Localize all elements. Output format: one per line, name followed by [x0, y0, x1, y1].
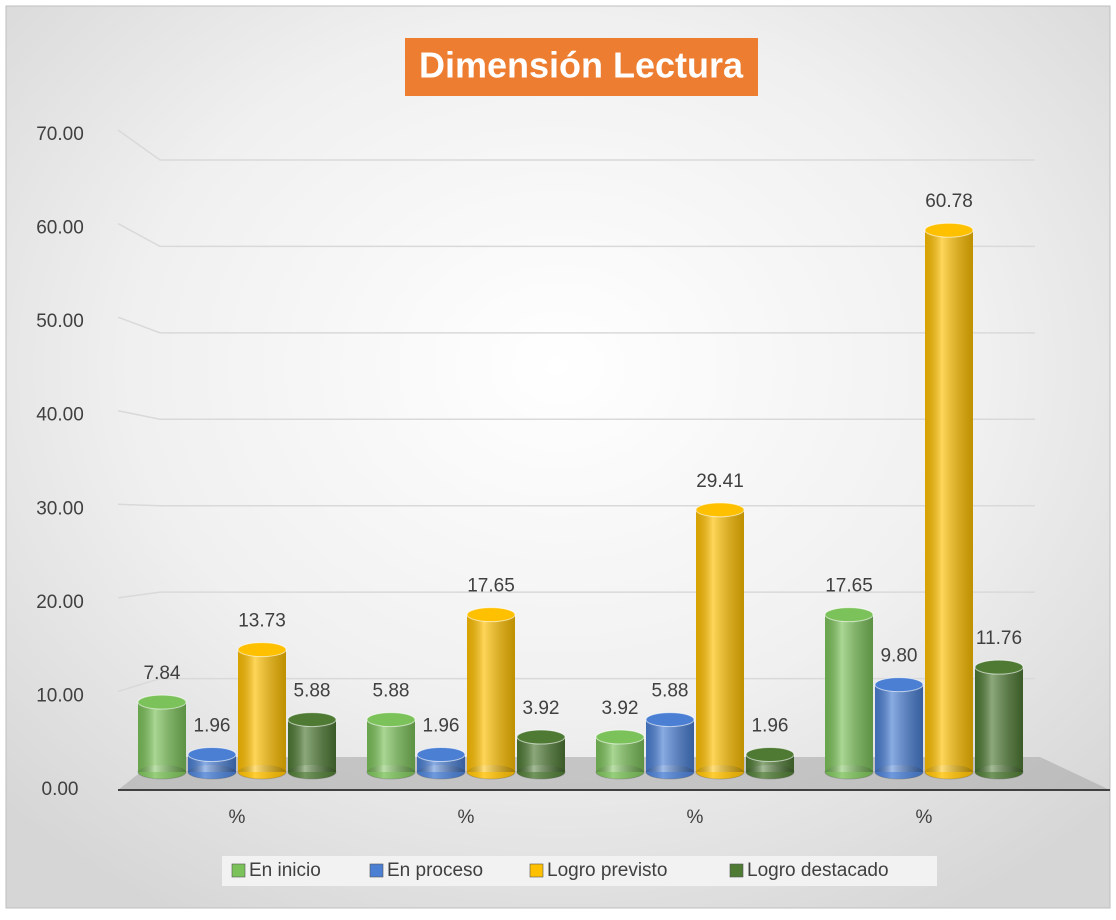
bar-top [874, 677, 924, 693]
bar-base-front [875, 765, 923, 779]
data-label: 5.88 [373, 681, 410, 702]
y-tick-label: 0.00 [42, 779, 79, 800]
x-tick-label: % [687, 807, 704, 828]
title-box [405, 38, 758, 96]
data-label: 11.76 [976, 628, 1022, 649]
grid-line [117, 503, 1035, 507]
x-tick-label: % [916, 807, 933, 828]
bar-shine [467, 614, 515, 772]
data-label: 1.96 [423, 716, 460, 737]
bar-shine [975, 667, 1023, 772]
bar-base-front [646, 765, 694, 779]
bar-top [924, 222, 974, 238]
bar-top [645, 712, 695, 728]
bar-base-front [467, 765, 515, 779]
bar-top [974, 659, 1024, 675]
data-label: 9.80 [881, 646, 918, 667]
grid-line [117, 222, 1035, 248]
legend-label: Logro previsto [547, 860, 667, 881]
x-tick-label: % [458, 807, 475, 828]
bar-base-front [975, 765, 1023, 779]
legend-label: Logro destacado [747, 860, 889, 881]
bar-base-front [138, 765, 186, 779]
y-tick-label: 70.00 [36, 124, 84, 145]
bar-shine [138, 702, 186, 772]
bar-shine [288, 719, 336, 772]
bar-base-front [825, 765, 873, 779]
bar-shine [875, 684, 923, 772]
legend-swatch [729, 863, 744, 878]
y-tick-label: 10.00 [36, 685, 84, 706]
bar-top [695, 502, 745, 518]
y-tick-label: 60.00 [36, 218, 84, 239]
bar-base-front [367, 765, 415, 779]
bar-top [187, 747, 237, 763]
y-tick-label: 20.00 [36, 592, 84, 613]
data-label: 5.88 [294, 681, 331, 702]
data-label: 17.65 [825, 576, 873, 597]
y-tick-label: 50.00 [36, 311, 84, 332]
data-label: 60.78 [925, 191, 973, 212]
data-label: 29.41 [696, 471, 744, 492]
bar-top [237, 642, 287, 658]
bar-shine [238, 649, 286, 772]
bar-base-front [188, 765, 236, 779]
data-label: 7.84 [144, 663, 181, 684]
bar-top [416, 747, 466, 763]
data-label: 3.92 [523, 698, 560, 719]
bar-base-front [746, 765, 794, 779]
bar-shine [367, 719, 415, 772]
legend-swatch [231, 863, 246, 878]
bar-shine [825, 614, 873, 772]
bar-top [824, 607, 874, 623]
bar-shine [646, 719, 694, 772]
data-label: 1.96 [752, 716, 789, 737]
bar-base-front [696, 765, 744, 779]
legend-label: En inicio [249, 860, 321, 881]
bar-top [366, 712, 416, 728]
data-label: 1.96 [194, 716, 231, 737]
bar-top [516, 729, 566, 745]
bar-shine [925, 230, 973, 773]
bar-top [137, 694, 187, 710]
y-tick-label: 40.00 [36, 405, 84, 426]
bar-base-front [417, 765, 465, 779]
bar-top [466, 607, 516, 623]
legend-label: En proceso [387, 860, 483, 881]
legend-swatch [369, 863, 384, 878]
grid-line [117, 316, 1035, 334]
data-label: 13.73 [238, 611, 286, 632]
bar-base-front [288, 765, 336, 779]
chart-title: Dimensión Lectura [419, 45, 744, 86]
bar-base-front [238, 765, 286, 779]
y-tick-label: 30.00 [36, 498, 84, 519]
bar-shine [696, 509, 744, 772]
bar-base-front [517, 765, 565, 779]
legend [222, 856, 937, 886]
bar-top [745, 747, 795, 763]
grid-line [117, 409, 1035, 421]
data-label: 3.92 [602, 698, 639, 719]
legend-swatch [529, 863, 544, 878]
data-label: 5.88 [652, 681, 689, 702]
bar-base-front [596, 765, 644, 779]
bar-base-front [925, 765, 973, 779]
bar-top [595, 729, 645, 745]
bar-top [287, 712, 337, 728]
x-tick-label: % [229, 807, 246, 828]
data-label: 17.65 [467, 576, 515, 597]
grid-line [117, 129, 1035, 161]
